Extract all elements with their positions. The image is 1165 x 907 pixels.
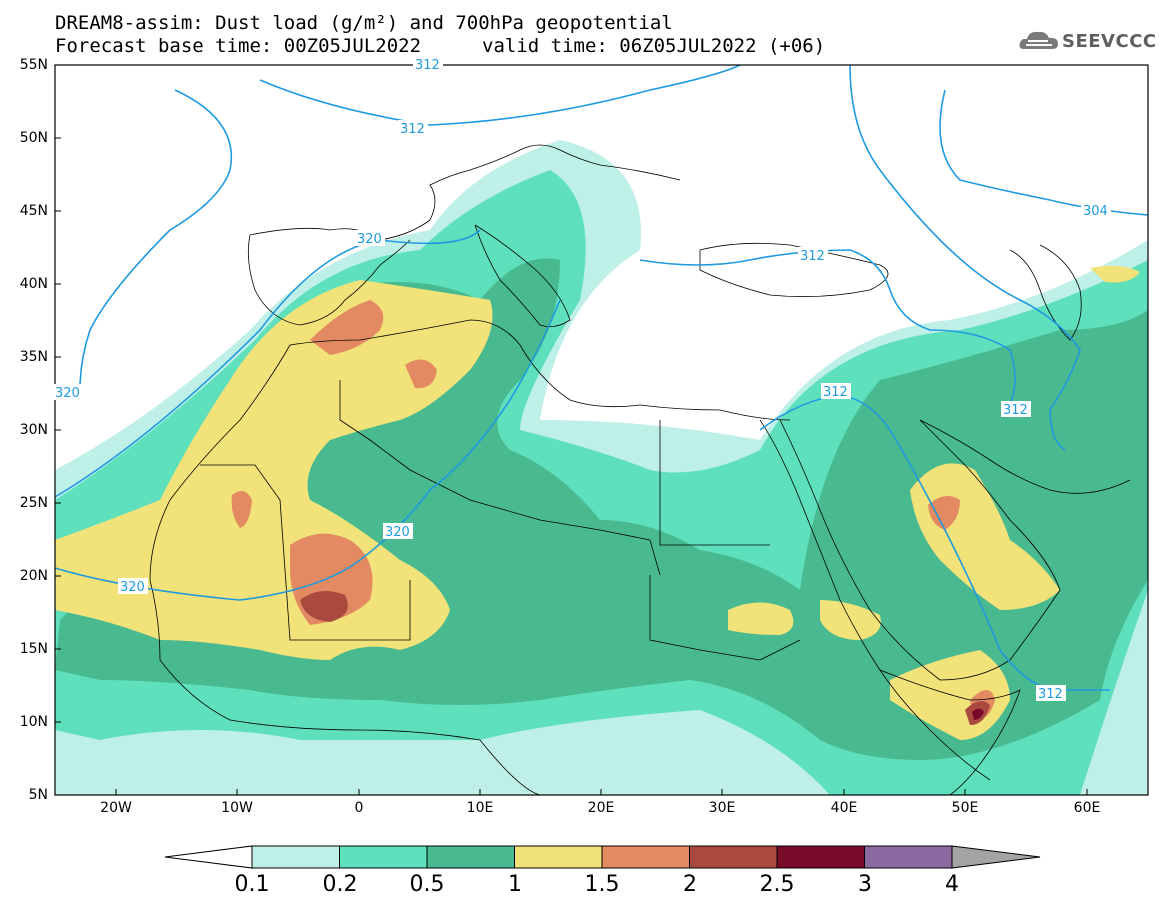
dust-contour-2-mali — [300, 591, 348, 622]
lat-label: 35N — [19, 349, 48, 365]
colorbar-cell — [426, 845, 515, 869]
dust-layer — [55, 140, 1148, 795]
lat-label: 30N — [19, 422, 48, 438]
contour-label-group: 312 320 320 320 320 312 312 312 312 304 … — [53, 58, 1111, 702]
colorbar-cell — [601, 845, 690, 869]
contour-label: 320 — [385, 525, 410, 540]
colorbar-upper-arrow — [951, 845, 1041, 869]
colorbar-tick-label: 3 — [858, 872, 872, 897]
dust-contour-1.5-mauritania — [231, 491, 252, 528]
dust-contour-1 — [55, 280, 493, 660]
seevccc-logo: SEEVCCC — [1018, 27, 1158, 55]
contour-label: 312 — [1003, 403, 1028, 418]
coastline-west-africa — [149, 344, 541, 795]
lon-label: 30E — [708, 800, 736, 816]
colorbar-tick-label: 0.5 — [409, 872, 445, 897]
colorbar-lower-arrow — [164, 845, 253, 869]
geopotential-320-west — [55, 229, 481, 498]
lat-label: 5N — [28, 787, 48, 803]
contour-label: 312 — [415, 58, 440, 73]
contour-label: 320 — [55, 386, 80, 401]
geopotential-312-iran — [849, 65, 1081, 451]
border-sudan — [649, 575, 801, 661]
coastline-north-africa — [289, 319, 791, 421]
colorbar-cell — [514, 845, 603, 869]
lat-label: 45N — [19, 203, 48, 219]
coastline-persian-gulf — [919, 419, 1131, 494]
border-sahara-a — [200, 464, 411, 641]
lat-label: 50N — [19, 130, 48, 146]
coastline-iberia — [247, 234, 411, 326]
colorbar-tick-label: 2.5 — [759, 872, 795, 897]
geopotential-312-north — [259, 65, 741, 126]
contour-label: 320 — [357, 232, 382, 247]
lon-label: 60E — [1073, 800, 1101, 816]
contour-label: 312 — [1038, 687, 1063, 702]
border-egypt — [659, 420, 770, 546]
contour-label: 304 — [1083, 204, 1108, 219]
border-sahara-b — [339, 380, 661, 576]
dust-contour-1.5-libya — [405, 359, 437, 389]
contour-label: 312 — [800, 249, 825, 264]
map-title: DREAM8-assim: Dust load (g/m²) and 700hP… — [55, 12, 673, 34]
cloud-icon — [1019, 31, 1058, 49]
lon-label: 50E — [951, 800, 979, 816]
colorbar-tick-label: 4 — [945, 872, 959, 897]
coastline-red-sea — [759, 419, 991, 781]
lon-label: 20E — [587, 800, 615, 816]
coastline-horn — [879, 669, 1021, 795]
colorbar-tick-label: 1 — [508, 872, 522, 897]
lat-label: 10N — [19, 714, 48, 730]
lat-label: 40N — [19, 276, 48, 292]
colorbar — [164, 845, 1041, 869]
colorbar-cell — [339, 845, 428, 869]
coastline-arabia — [779, 419, 1061, 681]
lon-label: 40E — [830, 800, 858, 816]
colorbar-cell — [251, 845, 340, 869]
forecast-base-time: Forecast base time: 00Z05JUL2022 — [55, 35, 422, 57]
logo-text: SEEVCCC — [1062, 31, 1157, 52]
lat-label: 55N — [19, 57, 48, 73]
colorbar-cell — [864, 845, 953, 869]
geopotential-312-turkey — [639, 249, 1016, 406]
contour-label: 312 — [823, 385, 848, 400]
dust-contour-1-sudan — [728, 602, 794, 635]
coastlines — [149, 144, 1131, 795]
lat-label: 25N — [19, 495, 48, 511]
contour-label: 312 — [400, 122, 425, 137]
dust-contour-1-caspian — [1090, 265, 1140, 283]
dust-contour-1.5-arabia — [928, 496, 960, 530]
colorbar-tick-label: 2 — [683, 872, 697, 897]
colorbar-tick-label: 1.5 — [584, 872, 620, 897]
lat-label: 15N — [19, 641, 48, 657]
coastline-caspian — [1009, 244, 1082, 341]
colorbar-cell — [689, 845, 778, 869]
lat-label: 20N — [19, 568, 48, 584]
lon-label: 10E — [466, 800, 494, 816]
geopotential-320-atlantic — [79, 89, 232, 391]
coastline-europe — [249, 144, 681, 241]
colorbar-cell — [776, 845, 865, 869]
lon-label: 10W — [221, 800, 253, 816]
colorbar-tick-label: 0.2 — [322, 872, 358, 897]
coastline-black-sea — [699, 242, 889, 298]
axis-ticks — [55, 64, 1088, 795]
contour-label: 320 — [120, 580, 145, 595]
coastline-italy — [474, 224, 571, 328]
dust-contour-2.5-yemen — [972, 708, 984, 720]
valid-time: valid time: 06Z05JUL2022 (+06) — [482, 35, 826, 57]
lon-label: 0 — [354, 800, 364, 816]
colorbar-tick-label: 0.1 — [234, 872, 270, 897]
lon-label: 20W — [100, 800, 132, 816]
